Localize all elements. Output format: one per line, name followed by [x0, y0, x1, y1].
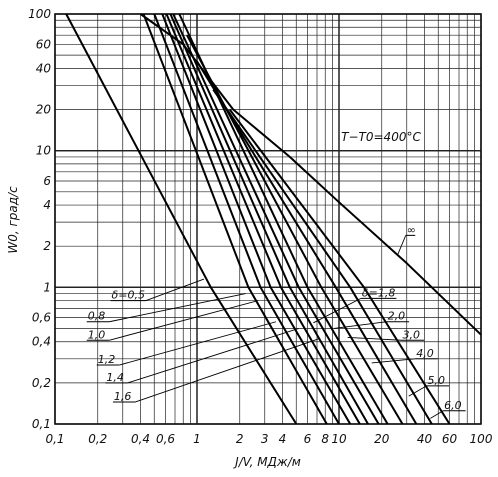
x-tick-label: 3 — [261, 432, 269, 446]
label-leader — [347, 336, 402, 341]
label-leader — [430, 410, 444, 419]
label-leader — [109, 293, 246, 323]
series-line — [165, 13, 361, 425]
x-tick-label: 6 — [304, 432, 312, 446]
series-line — [172, 13, 380, 425]
label-leader — [119, 321, 277, 366]
x-tick-label: 0,2 — [88, 432, 107, 446]
x-tick-label: 0,4 — [131, 432, 150, 446]
label-leader — [397, 235, 407, 255]
temperature-annotation: T−T0=400°C — [341, 130, 421, 144]
x-axis-label: J/V, МДж/м — [233, 455, 301, 469]
y-tick-label: 2 — [43, 239, 51, 253]
series-line — [142, 13, 328, 425]
x-tick-label: 4 — [279, 432, 287, 446]
y-tick-label: 20 — [36, 103, 52, 117]
x-tick-label: 40 — [417, 432, 433, 446]
plot-frame — [54, 13, 482, 425]
y-tick-label: 1 — [43, 280, 51, 294]
y-tick-label: 10 — [36, 144, 52, 158]
label-leader — [145, 278, 205, 301]
series-label: ∞ — [407, 223, 416, 236]
y-tick-label: 40 — [36, 61, 52, 75]
series-label: 0,8 — [88, 310, 106, 323]
y-tick-label: 0,6 — [32, 311, 51, 325]
series-line — [153, 13, 340, 425]
y-tick-label: 0,2 — [32, 376, 51, 390]
x-tick-labels: 0,1 0,2 0,4 0,6 1 2 3 4 6 8 10 20 40 60 100 — [45, 432, 492, 446]
x-tick-label: 1 — [193, 432, 201, 446]
label-leader — [371, 358, 416, 364]
series-label: 3,0 — [402, 328, 420, 341]
label-leader — [109, 300, 259, 341]
x-tick-label: 10 — [331, 432, 347, 446]
series-line — [169, 13, 369, 425]
x-tick-label: 0,6 — [156, 432, 175, 446]
series-label: 4,0 — [416, 347, 434, 360]
series-line — [212, 89, 433, 425]
label-leader — [127, 328, 299, 384]
x-tick-label: 100 — [470, 432, 493, 446]
series-line — [65, 13, 298, 425]
series-label: 5,0 — [428, 374, 446, 387]
x-tick-label: 20 — [374, 432, 390, 446]
series-line — [196, 60, 418, 425]
curves — [65, 13, 482, 425]
x-tick-label: 2 — [236, 432, 244, 446]
series-label: δ=0,5 — [112, 289, 145, 302]
y-tick-label: 100 — [28, 7, 51, 21]
y-tick-label: 60 — [36, 37, 52, 51]
y-tick-label: 0,1 — [32, 417, 51, 431]
x-tick-label: 8 — [321, 432, 329, 446]
label-leader — [313, 297, 362, 324]
series-label: 1,4 — [106, 371, 124, 384]
y-tick-labels: 100 60 40 20 10 6 4 2 1 0,6 0,4 0,2 0,1 — [28, 7, 51, 431]
x-tick-label: 0,1 — [45, 432, 64, 446]
series-label: 6,0 — [444, 399, 462, 412]
series-label: δ=1,8 — [362, 286, 395, 299]
series-label: 1,2 — [98, 353, 116, 366]
label-leader — [408, 385, 427, 397]
y-tick-label: 6 — [43, 174, 51, 188]
series-line — [139, 13, 482, 336]
series-label: 2,0 — [388, 310, 406, 323]
series-line — [178, 13, 389, 425]
y-axis-label: W0, град/с — [6, 186, 20, 254]
x-tick-label: 60 — [442, 432, 458, 446]
series-line — [228, 108, 451, 425]
label-leader — [135, 338, 319, 403]
y-tick-label: 4 — [43, 198, 51, 212]
series-label: 1,0 — [88, 328, 106, 341]
label-leader — [333, 321, 387, 329]
y-tick-label: 0,4 — [32, 335, 51, 349]
series-label: 1,6 — [114, 390, 131, 403]
series-labels: δ=0,5 0,8 1,0 1,2 1,4 1,6 δ=1,8 2,0 3,0 4,0 5,0 6,0… — [86, 223, 466, 419]
series-line — [161, 13, 352, 425]
